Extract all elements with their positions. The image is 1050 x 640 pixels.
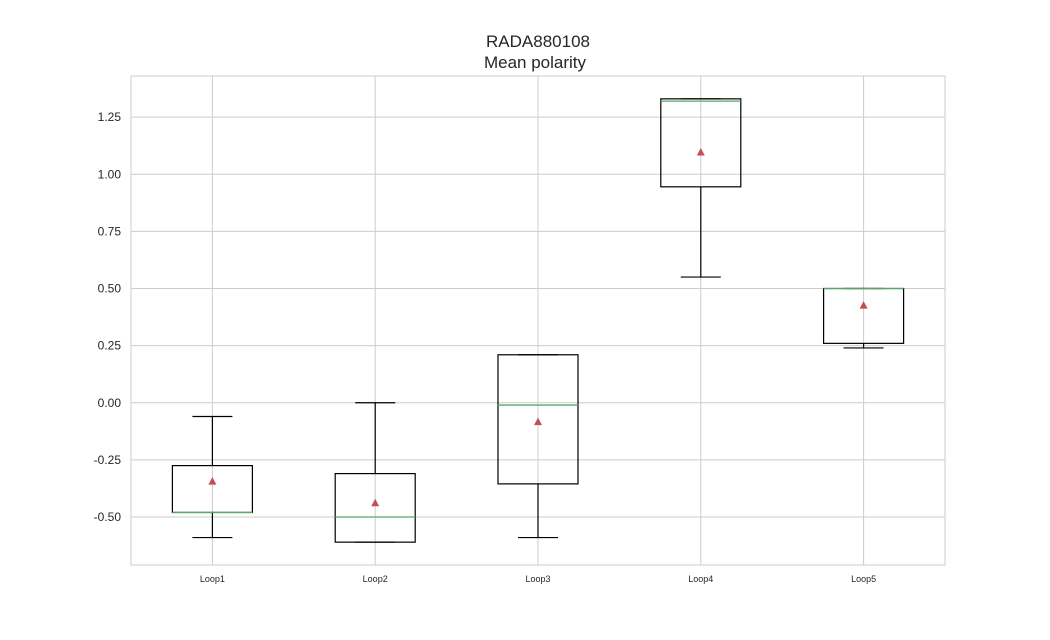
iqr-box: [497, 354, 579, 485]
iqr-box: [660, 98, 742, 188]
x-tick-label: Loop3: [525, 574, 550, 584]
mean-marker: [859, 301, 868, 309]
y-tick-label: 0.00: [98, 396, 122, 410]
x-tick-label: Loop5: [851, 574, 876, 584]
chart-title: RADA880108: [486, 32, 590, 51]
y-tick-label: -0.50: [94, 510, 122, 524]
box-loop5: [822, 287, 905, 349]
mean-marker: [371, 498, 380, 507]
box-series: [171, 98, 905, 543]
chart-subtitle: Mean polarity: [484, 53, 587, 72]
box-loop4: [660, 98, 742, 278]
mean-marker: [208, 477, 217, 485]
x-tick-label: Loop1: [200, 574, 225, 584]
x-tick-label: Loop2: [363, 574, 388, 584]
y-tick-label: 0.25: [98, 339, 122, 353]
grid-lines: [131, 76, 945, 565]
box-loop1: [171, 415, 253, 539]
y-tick-label: 1.00: [98, 167, 122, 181]
y-axis-ticks: -0.50 -0.25 0.00 0.25 0.50 0.75 1.00 1.25: [94, 110, 122, 524]
y-tick-label: -0.25: [94, 453, 122, 467]
x-axis-ticks: Loop1 Loop2 Loop3 Loop4 Loop5: [200, 574, 876, 584]
mean-marker: [696, 148, 705, 156]
y-tick-label: 1.25: [98, 110, 122, 124]
y-tick-label: 0.75: [98, 224, 122, 238]
box-loop3: [497, 354, 579, 539]
x-tick-label: Loop4: [688, 574, 713, 584]
plot-frame: [130, 75, 946, 566]
box-loop2: [334, 402, 416, 543]
iqr-box: [334, 472, 416, 543]
y-tick-label: 0.50: [98, 282, 122, 296]
mean-marker: [534, 417, 542, 426]
